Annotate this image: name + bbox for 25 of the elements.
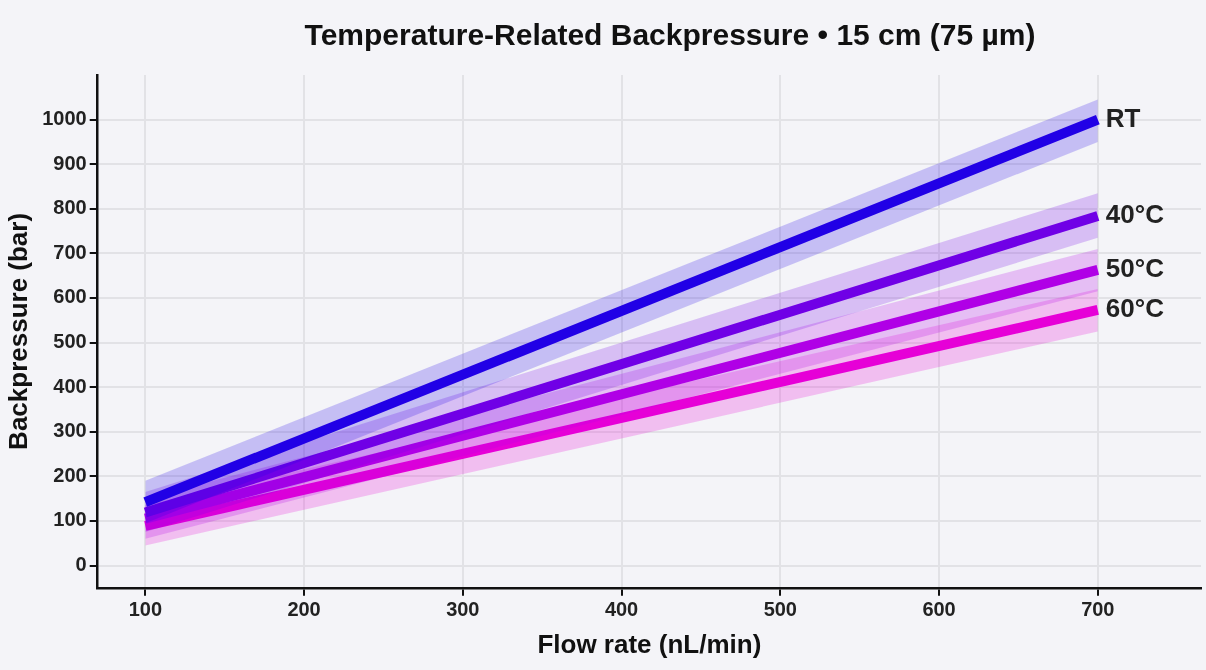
chart-title: Temperature-Related Backpressure • 15 cm (75 µm)	[303, 18, 1037, 52]
y-tick-label: 0	[75, 553, 87, 576]
y-tick-label: 500	[53, 330, 87, 353]
y-tick-label: 800	[53, 196, 87, 219]
y-tick-label: 600	[53, 285, 87, 308]
x-tick-label: 700	[1081, 598, 1115, 621]
x-tick-label: 100	[128, 598, 162, 621]
y-tick-label: 100	[53, 508, 87, 531]
x-axis-title: Flow rate (nL/min)	[537, 628, 762, 659]
x-tick-label: 200	[287, 598, 321, 621]
y-tick-label: 1000	[42, 107, 87, 130]
series-label: 40°C	[1105, 199, 1165, 230]
y-tick-label: 400	[53, 374, 87, 397]
y-tick-label: 900	[53, 151, 87, 174]
x-tick-label: 500	[763, 598, 797, 621]
series-label: 60°C	[1105, 293, 1165, 324]
series-label: 50°C	[1105, 253, 1165, 284]
series-label: RT	[1105, 102, 1141, 133]
y-tick-label: 300	[53, 419, 87, 442]
x-tick-label: 300	[446, 598, 480, 621]
x-tick-label: 600	[922, 598, 956, 621]
y-tick-label: 700	[53, 240, 87, 263]
y-tick-label: 200	[53, 463, 87, 486]
y-axis-title: Backpressure (bar)	[2, 212, 33, 450]
x-tick-label: 400	[604, 598, 639, 621]
